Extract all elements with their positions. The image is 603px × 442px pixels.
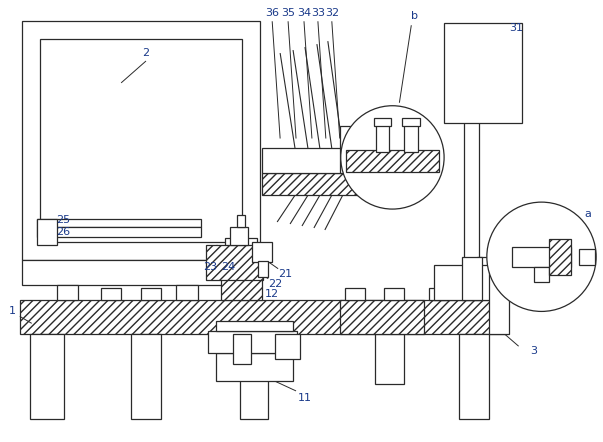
Bar — [238, 215, 245, 227]
Bar — [221, 260, 262, 300]
Circle shape — [341, 106, 444, 209]
Bar — [207, 332, 297, 353]
Text: 23: 23 — [204, 262, 218, 272]
Bar — [434, 265, 532, 300]
Bar — [262, 149, 342, 173]
Bar — [346, 150, 439, 172]
Bar — [385, 288, 405, 300]
Bar — [226, 238, 257, 260]
Bar — [131, 334, 161, 419]
Bar — [345, 288, 365, 300]
Bar — [258, 261, 268, 277]
Bar — [489, 265, 509, 334]
Text: 3: 3 — [530, 346, 537, 356]
Bar — [176, 285, 198, 300]
Bar — [512, 247, 571, 267]
Text: 21: 21 — [278, 269, 292, 278]
Bar — [101, 288, 121, 300]
Bar — [374, 334, 405, 384]
Bar — [429, 288, 449, 300]
Bar — [405, 122, 418, 152]
Text: 12: 12 — [265, 289, 279, 298]
Bar — [402, 118, 420, 126]
Bar — [462, 257, 482, 300]
Bar — [549, 239, 571, 274]
Text: 34: 34 — [297, 8, 311, 18]
Text: 31: 31 — [510, 23, 523, 33]
Bar — [252, 242, 272, 262]
Bar — [40, 39, 242, 242]
Text: 26: 26 — [57, 227, 71, 237]
Text: 2: 2 — [142, 48, 150, 58]
Bar — [275, 334, 300, 359]
Bar — [141, 288, 161, 300]
Text: 1: 1 — [8, 306, 15, 316]
Text: 22: 22 — [268, 278, 282, 289]
Bar — [241, 334, 268, 419]
Bar — [262, 173, 409, 195]
Text: 24: 24 — [221, 262, 236, 272]
Bar — [37, 227, 201, 237]
Text: 32: 32 — [325, 8, 339, 18]
Bar — [57, 285, 78, 300]
Bar — [579, 249, 595, 265]
Bar — [444, 23, 522, 122]
Bar — [230, 227, 248, 245]
Bar — [534, 267, 549, 282]
Text: a: a — [585, 209, 592, 219]
Text: b: b — [411, 11, 418, 21]
Bar — [339, 300, 425, 334]
Circle shape — [487, 202, 596, 312]
Bar — [362, 126, 373, 173]
Bar — [459, 334, 489, 419]
Bar — [22, 260, 260, 285]
Text: 33: 33 — [311, 8, 325, 18]
Text: 25: 25 — [57, 215, 71, 225]
Text: 36: 36 — [265, 8, 279, 18]
Text: 35: 35 — [281, 8, 295, 18]
Bar — [373, 118, 391, 126]
Bar — [206, 245, 264, 280]
Bar — [20, 300, 507, 334]
Bar — [215, 321, 293, 332]
Bar — [30, 334, 65, 419]
Bar — [339, 126, 352, 173]
Bar — [215, 353, 293, 381]
Text: 11: 11 — [298, 393, 312, 403]
Bar — [233, 334, 251, 364]
Bar — [376, 122, 390, 152]
Bar — [37, 219, 57, 245]
Bar — [37, 219, 201, 227]
Bar — [22, 21, 260, 260]
